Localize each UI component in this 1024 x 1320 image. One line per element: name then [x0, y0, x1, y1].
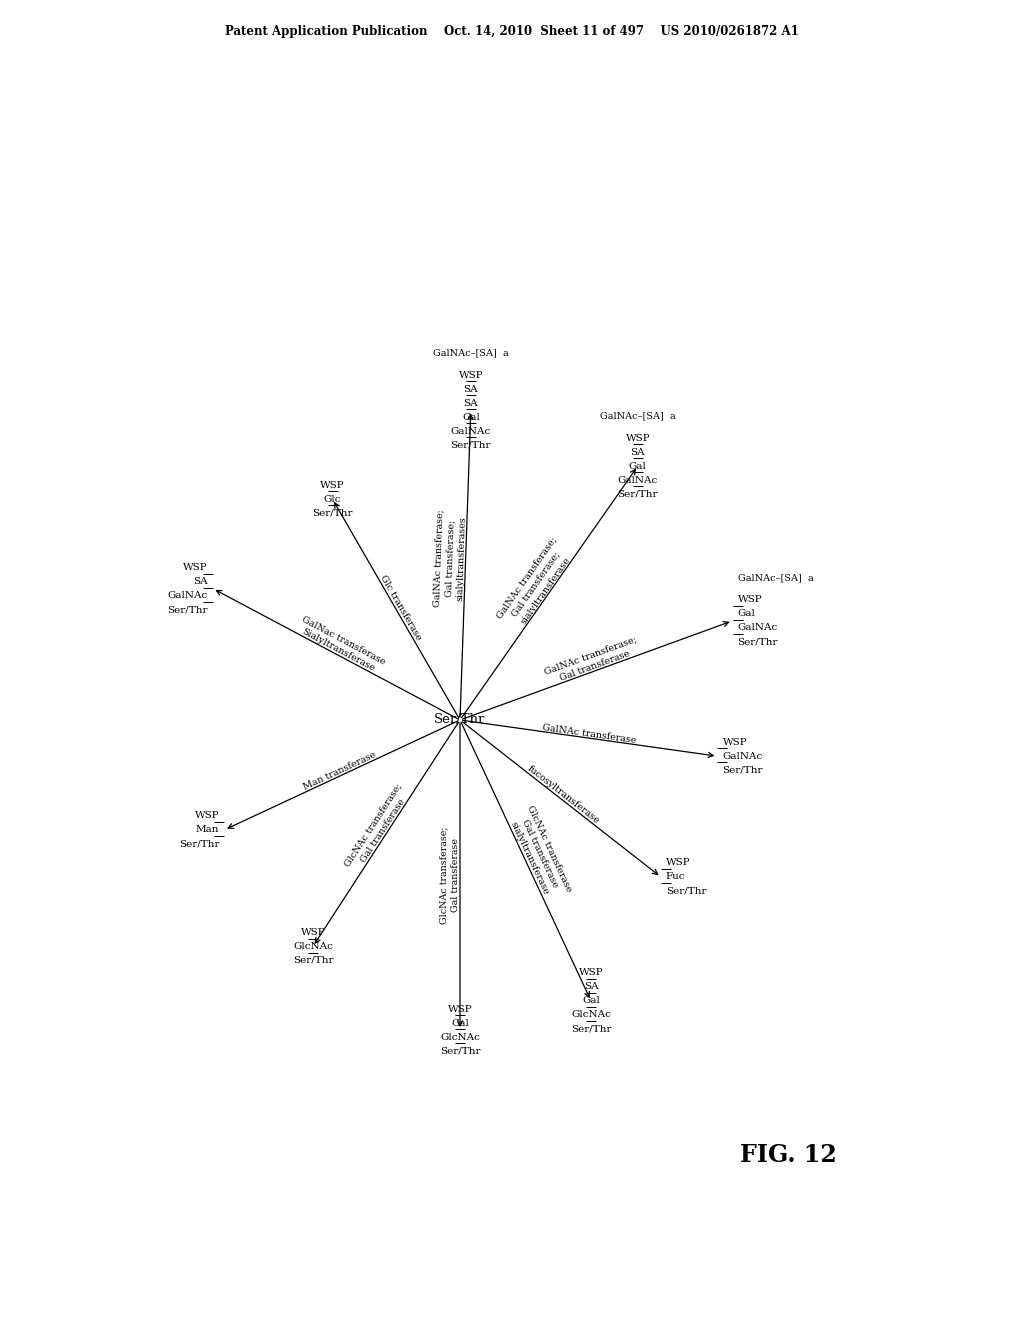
Text: Ser/Thr: Ser/Thr — [179, 840, 219, 849]
Text: Glc transferase: Glc transferase — [378, 573, 423, 642]
Text: GalNAc transferase;
Gal transferase;
sialyltransferase: GalNAc transferase; Gal transferase; sia… — [496, 535, 577, 634]
Text: SA: SA — [584, 982, 598, 991]
Text: WSP: WSP — [666, 858, 690, 867]
Text: FIG. 12: FIG. 12 — [740, 1143, 837, 1167]
Text: Ser/Thr: Ser/Thr — [737, 638, 778, 647]
Text: Man: Man — [196, 825, 219, 834]
Text: GalNAc: GalNAc — [168, 591, 208, 601]
Text: GalNAc: GalNAc — [451, 426, 490, 436]
Text: GalNac transferase
Sialyltransferase: GalNac transferase Sialyltransferase — [295, 615, 387, 676]
Text: WSP: WSP — [579, 969, 603, 977]
Text: SA: SA — [631, 447, 645, 457]
Text: WSP: WSP — [195, 812, 219, 821]
Text: Ser/Thr: Ser/Thr — [451, 441, 492, 450]
Text: WSP: WSP — [447, 1005, 472, 1014]
Text: WSP: WSP — [183, 564, 208, 572]
Text: GalNAc transferase: GalNAc transferase — [542, 722, 637, 744]
Text: GlcNAc transferase
Gal transferase
sialyltransferase: GlcNAc transferase Gal transferase sialy… — [506, 804, 573, 903]
Text: GalNAc: GalNAc — [617, 475, 658, 484]
Text: GlcNAc: GlcNAc — [571, 1010, 611, 1019]
Text: WSP: WSP — [459, 371, 483, 380]
Text: Ser/Thr: Ser/Thr — [570, 1024, 611, 1034]
Text: GalNAc: GalNAc — [737, 623, 778, 632]
Text: Ser/Thr: Ser/Thr — [439, 1047, 480, 1056]
Text: Ser/Thr: Ser/Thr — [167, 605, 208, 614]
Text: Patent Application Publication    Oct. 14, 2010  Sheet 11 of 497    US 2010/0261: Patent Application Publication Oct. 14, … — [225, 25, 799, 38]
Text: Gal: Gal — [462, 413, 480, 421]
Text: Fuc: Fuc — [666, 873, 685, 882]
Text: GalNAc–[SA]  a: GalNAc–[SA] a — [737, 573, 813, 582]
Text: GalNAc: GalNAc — [723, 751, 763, 760]
Text: WSP: WSP — [301, 928, 326, 937]
Text: Ser/Thr: Ser/Thr — [434, 714, 485, 726]
Text: Gal: Gal — [582, 997, 600, 1006]
Text: Ser/Thr: Ser/Thr — [312, 508, 352, 517]
Text: GlcNAc: GlcNAc — [293, 942, 333, 950]
Text: SA: SA — [464, 399, 478, 408]
Text: Gal: Gal — [737, 610, 756, 618]
Text: WSP: WSP — [723, 738, 748, 747]
Text: Gal: Gal — [629, 462, 647, 470]
Text: fucosyltransferase: fucosyltransferase — [525, 764, 601, 826]
Text: SA: SA — [194, 577, 208, 586]
Text: WSP: WSP — [626, 433, 650, 442]
Text: GlcNAc: GlcNAc — [440, 1032, 480, 1041]
Text: Ser/Thr: Ser/Thr — [666, 887, 707, 895]
Text: Ser/Thr: Ser/Thr — [293, 956, 333, 965]
Text: GalNAc transferase;
Gal transferase;
sialyltransferases: GalNAc transferase; Gal transferase; sia… — [433, 510, 467, 607]
Text: Man transferase: Man transferase — [302, 750, 378, 792]
Text: Ser/Thr: Ser/Thr — [723, 766, 763, 775]
Text: SA: SA — [464, 384, 478, 393]
Text: Ser/Thr: Ser/Thr — [617, 490, 658, 499]
Text: GlcNAc transferase;
Gal transferase: GlcNAc transferase; Gal transferase — [343, 781, 413, 874]
Text: Gal: Gal — [451, 1019, 469, 1027]
Text: GalNAc–[SA]  a: GalNAc–[SA] a — [600, 412, 676, 421]
Text: Glc: Glc — [324, 495, 341, 504]
Text: GlcNAc transferase;
Gal transferase: GlcNAc transferase; Gal transferase — [440, 826, 460, 924]
Text: GalNAc–[SA]  a: GalNAc–[SA] a — [433, 348, 509, 358]
Text: WSP: WSP — [737, 595, 762, 605]
Text: WSP: WSP — [321, 480, 345, 490]
Text: GalNAc transferase;
Gal transferase: GalNAc transferase; Gal transferase — [544, 635, 642, 688]
